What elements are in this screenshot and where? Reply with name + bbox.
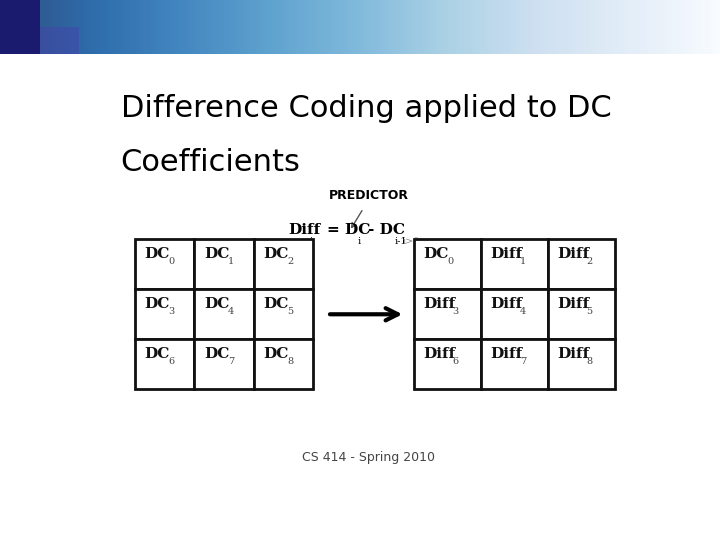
Text: Diff: Diff xyxy=(557,347,590,361)
Text: 8: 8 xyxy=(587,357,593,366)
Text: 5: 5 xyxy=(287,307,293,316)
Text: 0: 0 xyxy=(168,258,174,266)
Text: PREDICTOR: PREDICTOR xyxy=(329,189,409,202)
Bar xyxy=(194,339,253,389)
Bar xyxy=(253,339,313,389)
Text: Diff: Diff xyxy=(423,347,456,361)
Text: Diff: Diff xyxy=(490,297,523,311)
Text: DC: DC xyxy=(423,247,449,261)
Text: Diff: Diff xyxy=(557,247,590,261)
Text: 8: 8 xyxy=(287,357,293,366)
Text: DC: DC xyxy=(145,297,170,311)
Text: 6: 6 xyxy=(168,357,174,366)
Bar xyxy=(135,339,194,389)
Text: DC: DC xyxy=(145,347,170,361)
Text: Diff: Diff xyxy=(490,347,523,361)
Text: 4: 4 xyxy=(520,307,526,316)
Text: 2: 2 xyxy=(587,258,593,266)
Text: DC: DC xyxy=(204,297,230,311)
Text: 3: 3 xyxy=(453,307,459,316)
Text: DC: DC xyxy=(264,297,289,311)
Bar xyxy=(135,289,194,339)
Bar xyxy=(547,239,615,289)
Bar xyxy=(253,239,313,289)
Text: i: i xyxy=(310,237,312,246)
Text: 0: 0 xyxy=(447,258,454,266)
Text: - DC: - DC xyxy=(368,224,405,238)
Text: Diff: Diff xyxy=(557,297,590,311)
Text: Diff: Diff xyxy=(490,247,523,261)
Bar xyxy=(481,239,547,289)
Text: i-1: i-1 xyxy=(395,237,408,246)
Text: 1: 1 xyxy=(228,258,234,266)
Text: 4: 4 xyxy=(228,307,234,316)
Bar xyxy=(194,289,253,339)
Text: Coefficients: Coefficients xyxy=(121,148,300,177)
Text: 5: 5 xyxy=(587,307,593,316)
Bar xyxy=(194,239,253,289)
Text: Difference Coding applied to DC: Difference Coding applied to DC xyxy=(121,94,611,123)
Bar xyxy=(135,239,194,289)
Bar xyxy=(40,27,79,54)
Bar xyxy=(481,289,547,339)
Bar xyxy=(413,239,481,289)
Text: Diff: Diff xyxy=(288,224,320,238)
Text: i>0: i>0 xyxy=(402,237,420,246)
Text: 1: 1 xyxy=(520,258,526,266)
Bar xyxy=(413,289,481,339)
Bar xyxy=(413,339,481,389)
Bar xyxy=(481,339,547,389)
Text: i: i xyxy=(358,237,361,246)
Bar xyxy=(0,0,40,54)
Text: = DC: = DC xyxy=(327,224,371,238)
Text: DC: DC xyxy=(264,247,289,261)
Bar xyxy=(547,289,615,339)
Text: 3: 3 xyxy=(168,307,174,316)
Text: CS 414 - Spring 2010: CS 414 - Spring 2010 xyxy=(302,451,436,464)
Text: 7: 7 xyxy=(520,357,526,366)
Text: DC: DC xyxy=(264,347,289,361)
Text: 2: 2 xyxy=(287,258,294,266)
Text: DC: DC xyxy=(204,247,230,261)
Text: Diff: Diff xyxy=(423,297,456,311)
Text: DC: DC xyxy=(145,247,170,261)
Text: 6: 6 xyxy=(453,357,459,366)
Text: 7: 7 xyxy=(228,357,234,366)
Bar xyxy=(253,289,313,339)
Bar xyxy=(547,339,615,389)
Text: DC: DC xyxy=(204,347,230,361)
